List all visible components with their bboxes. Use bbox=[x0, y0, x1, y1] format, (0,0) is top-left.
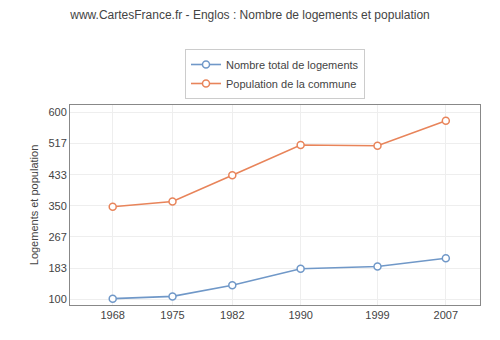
svg-text:1968: 1968 bbox=[100, 309, 124, 321]
svg-text:Nombre total de logements: Nombre total de logements bbox=[226, 59, 359, 71]
svg-text:1982: 1982 bbox=[220, 309, 244, 321]
svg-text:Population de la commune: Population de la commune bbox=[226, 78, 356, 90]
svg-text:1975: 1975 bbox=[160, 309, 184, 321]
svg-text:600: 600 bbox=[48, 106, 66, 118]
svg-text:433: 433 bbox=[48, 169, 66, 181]
svg-text:183: 183 bbox=[48, 262, 66, 274]
svg-text:517: 517 bbox=[48, 137, 66, 149]
svg-text:Logements et population: Logements et population bbox=[28, 145, 40, 265]
svg-text:www.CartesFrance.fr - Englos :: www.CartesFrance.fr - Englos : Nombre de… bbox=[69, 8, 430, 22]
svg-text:267: 267 bbox=[48, 231, 66, 243]
svg-text:2007: 2007 bbox=[434, 309, 458, 321]
svg-text:1990: 1990 bbox=[288, 309, 312, 321]
svg-text:350: 350 bbox=[48, 200, 66, 212]
svg-text:1999: 1999 bbox=[365, 309, 389, 321]
svg-text:100: 100 bbox=[48, 293, 66, 305]
